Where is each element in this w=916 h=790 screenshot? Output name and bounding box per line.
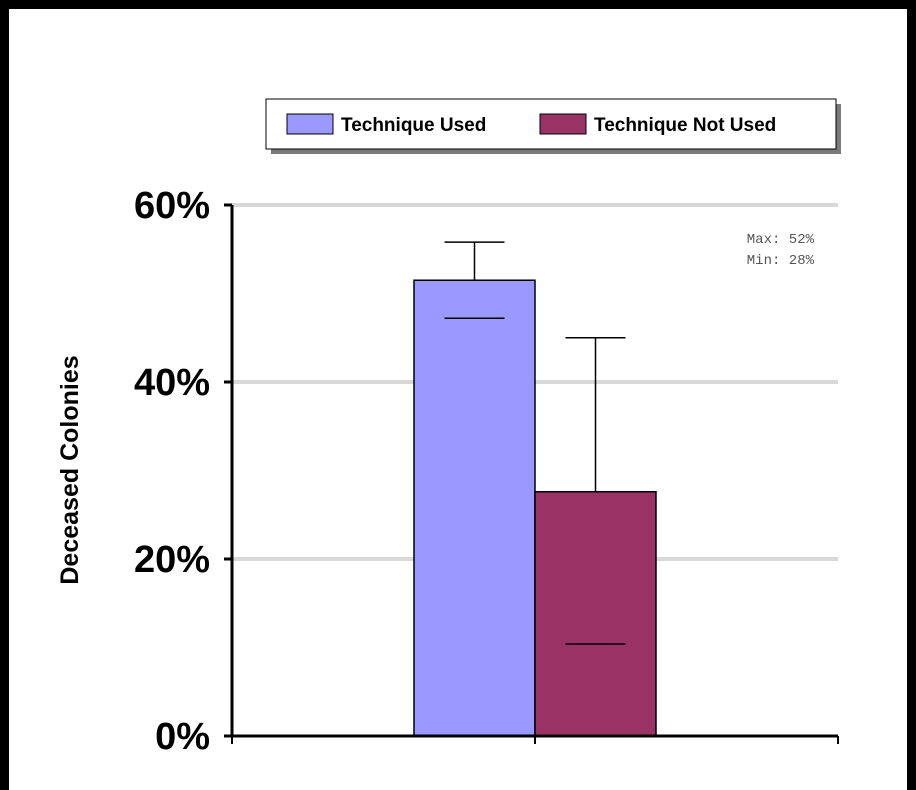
annotation-min: Min: 28% bbox=[747, 253, 815, 269]
legend-swatch-technique-not-used bbox=[539, 113, 587, 135]
y-tick-label: 40% bbox=[134, 362, 210, 404]
bars bbox=[413, 279, 657, 737]
y-tick-label: 20% bbox=[134, 539, 210, 581]
axes bbox=[224, 203, 839, 744]
legend-label-technique-used: Technique Used bbox=[341, 115, 486, 136]
y-tick-label: 0% bbox=[155, 716, 210, 758]
y-tick-labels: 0% 20% 40% 60% bbox=[134, 185, 210, 758]
legend-swatch-technique-used bbox=[286, 113, 334, 135]
y-axis-label: Deceased Colonies bbox=[56, 355, 84, 584]
error-bars bbox=[444, 241, 626, 645]
legend-label-technique-not-used: Technique Not Used bbox=[594, 115, 776, 136]
y-tick-label: 60% bbox=[134, 185, 210, 227]
bar-technique-not-used bbox=[534, 490, 657, 737]
legend: Technique Used Technique Not Used bbox=[265, 98, 841, 154]
annotation-max: Max: 52% bbox=[747, 232, 815, 248]
bar-technique-used bbox=[413, 279, 536, 737]
